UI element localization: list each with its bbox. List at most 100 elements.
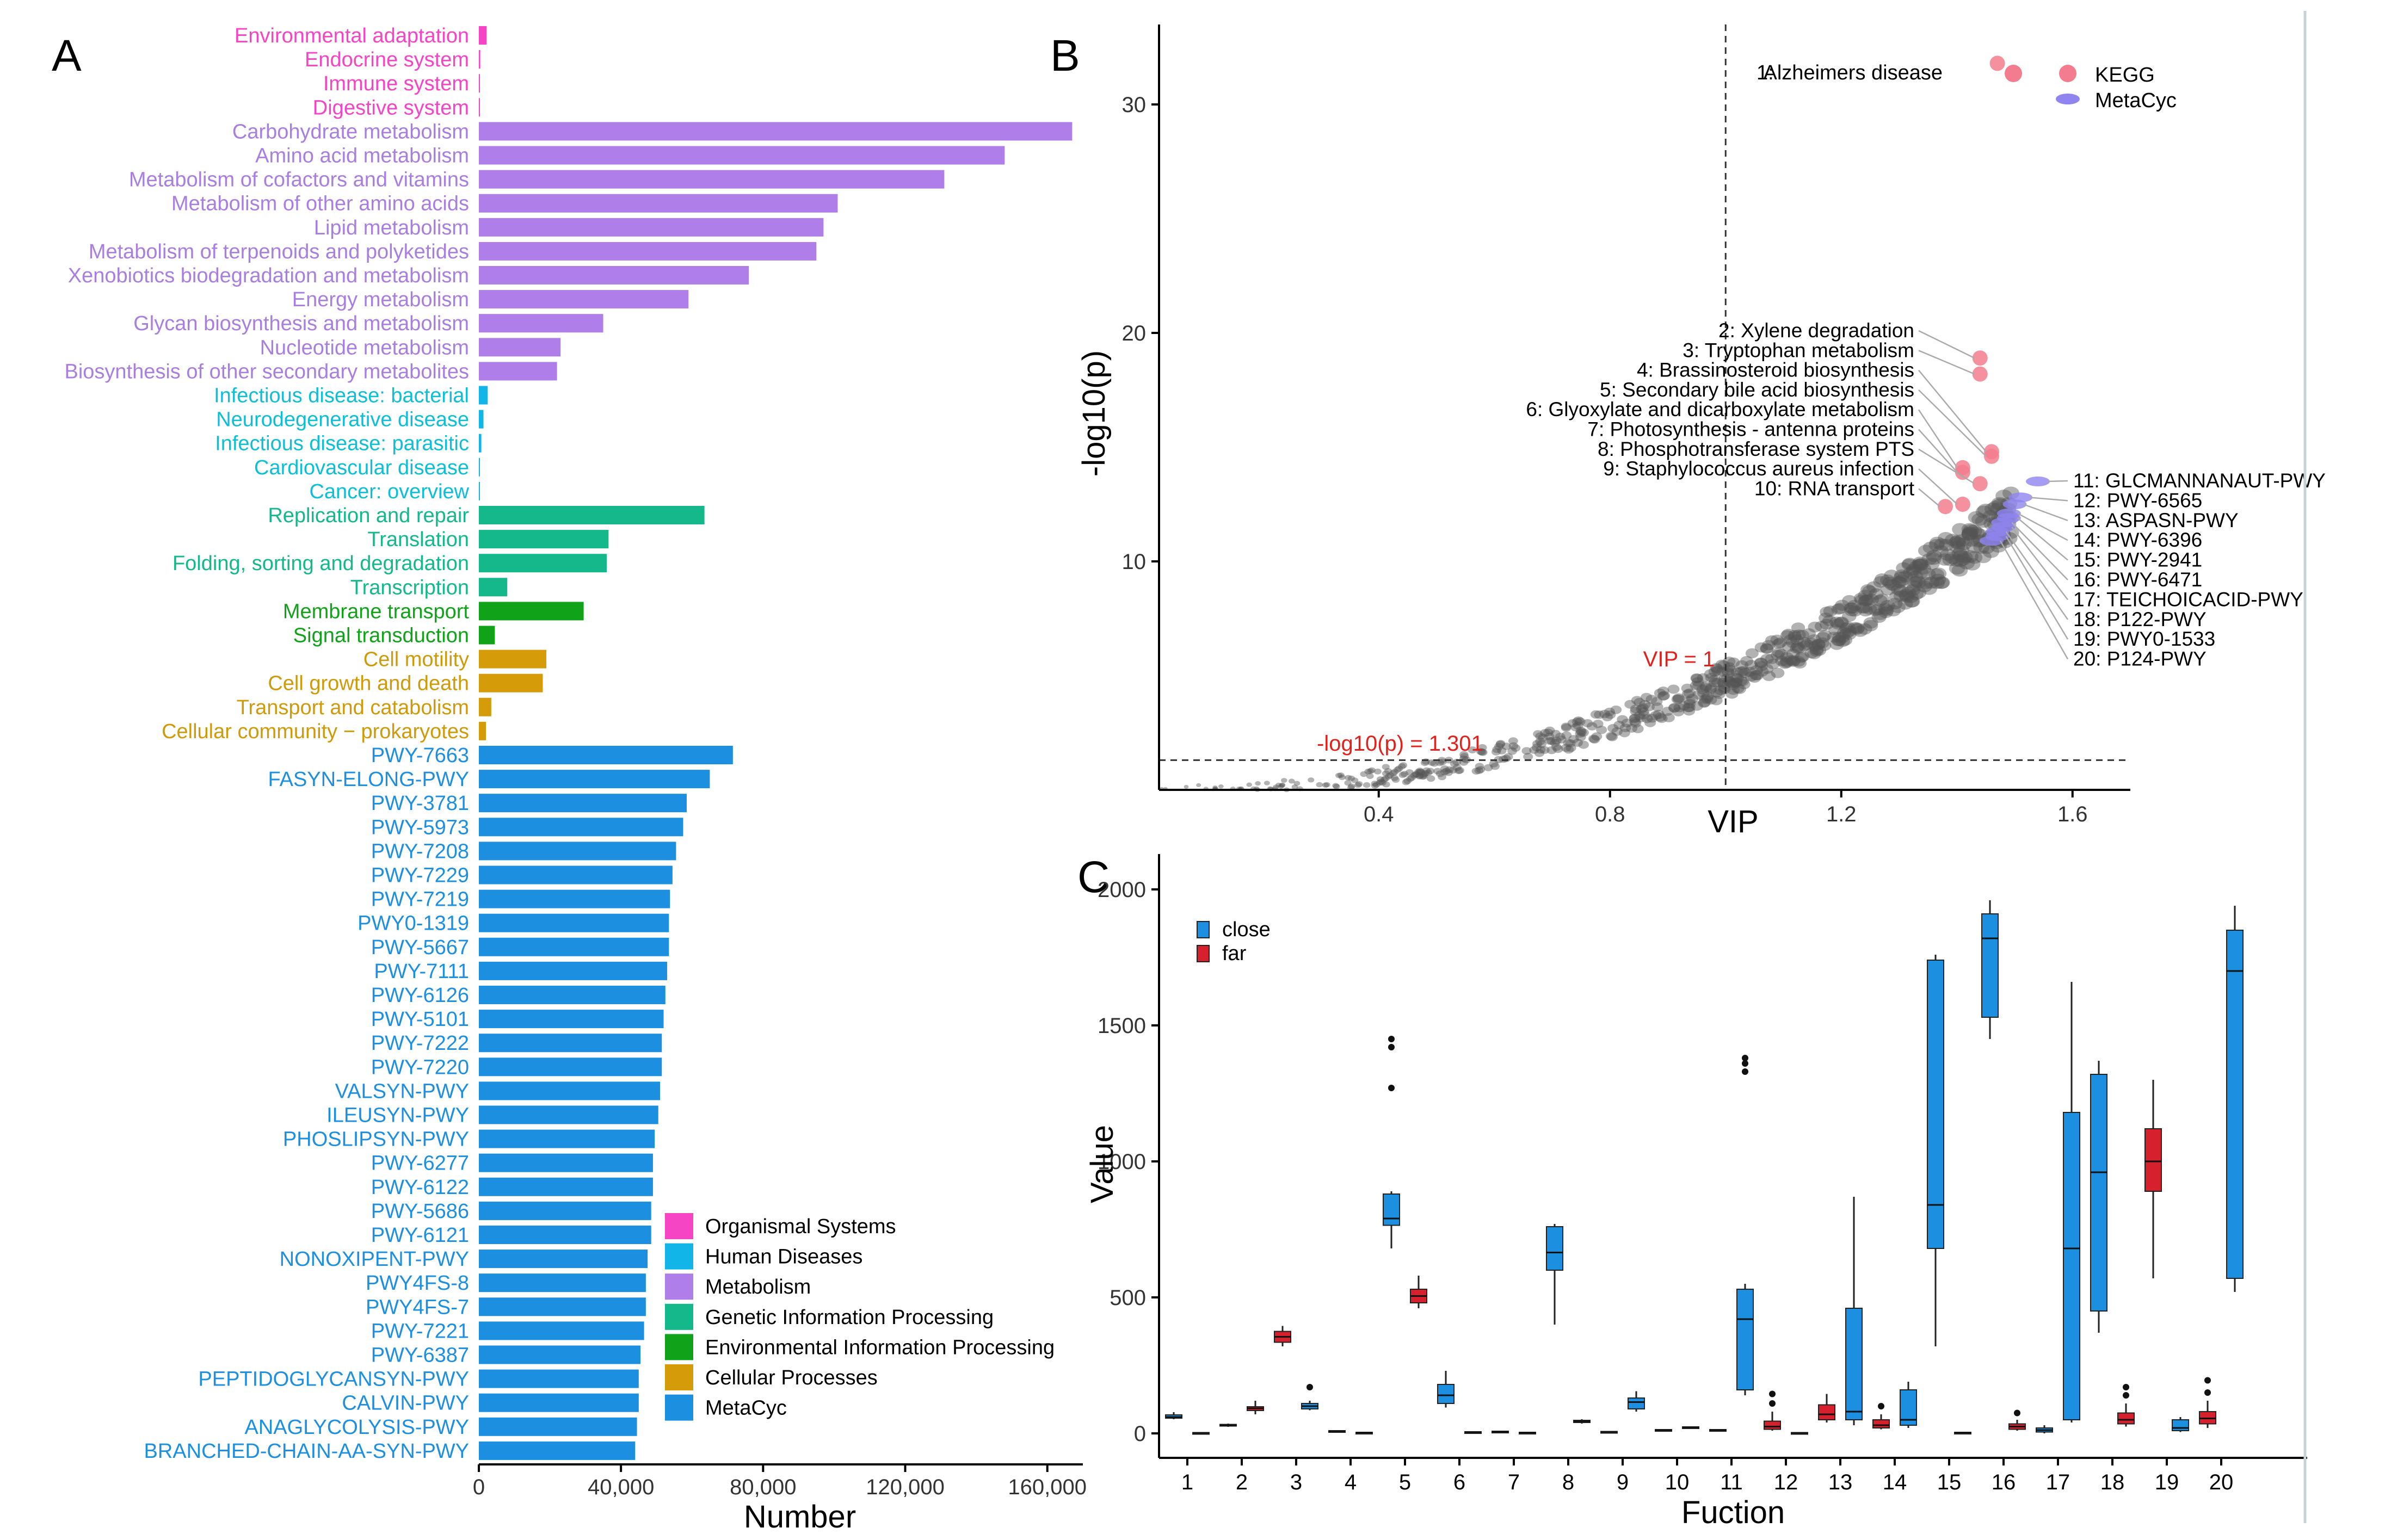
background-point bbox=[1953, 534, 1970, 547]
panel-b-axes bbox=[1158, 24, 2130, 791]
background-point bbox=[1539, 746, 1550, 754]
background-point bbox=[1897, 571, 1913, 583]
bar-label: NONOXIPENT-PWY bbox=[280, 1248, 469, 1271]
background-point bbox=[1771, 667, 1785, 678]
background-point bbox=[1641, 692, 1653, 702]
background-point bbox=[1831, 618, 1845, 630]
background-point bbox=[1364, 769, 1372, 775]
bar bbox=[479, 554, 607, 573]
background-point bbox=[1855, 602, 1870, 614]
bar-label: CALVIN-PWY bbox=[342, 1392, 469, 1415]
legend-marker-kegg bbox=[2059, 65, 2076, 82]
background-point bbox=[1377, 778, 1385, 785]
background-point bbox=[1788, 629, 1802, 641]
background-point bbox=[1596, 726, 1607, 734]
background-point bbox=[1854, 594, 1870, 606]
background-point bbox=[1912, 558, 1927, 571]
background-point bbox=[1634, 711, 1646, 720]
background-point bbox=[1952, 554, 1969, 567]
background-point bbox=[1827, 632, 1841, 643]
box bbox=[2117, 1412, 2135, 1425]
bar-label: Environmental adaptation bbox=[235, 24, 469, 47]
background-point bbox=[1708, 677, 1721, 688]
panel-b-threshold-lines: VIP = 1 -log10(p) = 1.301 bbox=[1159, 24, 2130, 790]
background-point bbox=[1681, 689, 1694, 699]
background-point bbox=[1783, 634, 1797, 645]
background-point bbox=[1833, 603, 1847, 614]
background-point bbox=[1644, 718, 1656, 727]
annotation-leader bbox=[2005, 531, 2069, 620]
background-point bbox=[1420, 772, 1428, 780]
annotation-leader bbox=[1918, 409, 1958, 468]
background-point bbox=[1630, 719, 1642, 728]
background-point bbox=[1653, 709, 1665, 719]
background-point bbox=[1681, 683, 1693, 693]
bar-label: Signal transduction bbox=[293, 624, 469, 647]
background-point bbox=[1808, 641, 1823, 652]
background-point bbox=[1566, 744, 1576, 752]
background-point bbox=[1938, 532, 1954, 545]
bar bbox=[479, 937, 669, 956]
panel-c-y-axis-label: Value bbox=[1084, 1125, 1120, 1203]
bar bbox=[479, 578, 508, 597]
background-point bbox=[1704, 695, 1717, 705]
background-point bbox=[1952, 550, 1969, 562]
background-point bbox=[1871, 603, 1886, 615]
background-point bbox=[1668, 703, 1680, 713]
bar bbox=[479, 721, 486, 740]
background-point bbox=[1721, 673, 1734, 684]
bar-label: PWY-5686 bbox=[371, 1200, 469, 1223]
background-point bbox=[1901, 586, 1916, 599]
background-point bbox=[1382, 781, 1390, 788]
background-point bbox=[1735, 666, 1748, 677]
background-point bbox=[1743, 666, 1757, 677]
background-point bbox=[1794, 652, 1808, 663]
background-point bbox=[1588, 734, 1599, 743]
background-point bbox=[1545, 737, 1555, 745]
bar bbox=[479, 1393, 639, 1412]
background-point bbox=[1823, 605, 1838, 617]
background-point bbox=[1536, 746, 1546, 754]
outlier-point bbox=[1769, 1390, 1776, 1397]
bar-label: Xenobiotics biodegradation and metabolis… bbox=[68, 264, 469, 287]
background-point bbox=[1710, 695, 1723, 706]
p-threshold-label: -log10(p) = 1.301 bbox=[1317, 732, 1483, 756]
panel-a-x-axis-label: Number bbox=[744, 1499, 856, 1535]
background-point bbox=[1323, 782, 1330, 788]
outlier-point bbox=[1742, 1055, 1748, 1061]
x-tick-label: 120,000 bbox=[866, 1475, 945, 1499]
bar-label: Energy metabolism bbox=[292, 288, 469, 311]
background-point bbox=[1591, 732, 1603, 741]
background-point bbox=[1636, 704, 1648, 714]
background-point bbox=[1933, 538, 1950, 551]
background-point bbox=[1766, 659, 1780, 669]
background-point bbox=[1734, 676, 1748, 686]
box bbox=[1383, 1193, 1400, 1226]
background-point bbox=[1454, 767, 1463, 775]
background-point bbox=[1880, 584, 1896, 596]
background-point bbox=[1832, 632, 1847, 643]
background-point bbox=[1968, 526, 1985, 540]
background-point bbox=[1551, 743, 1562, 751]
annotation-leader bbox=[1918, 369, 1987, 453]
background-point bbox=[1402, 779, 1410, 786]
background-point bbox=[1551, 737, 1562, 745]
background-point bbox=[1477, 748, 1487, 756]
background-point bbox=[1911, 576, 1927, 589]
background-point bbox=[1438, 774, 1446, 781]
x-tick-label: 19 bbox=[2155, 1470, 2179, 1494]
panel-b-y-axis-label: -log10(p) bbox=[1076, 350, 1112, 477]
background-point bbox=[1869, 588, 1884, 600]
background-point bbox=[1725, 678, 1739, 689]
outlier-point bbox=[1388, 1036, 1395, 1042]
bar-label: Infectious disease: bacterial bbox=[214, 385, 469, 407]
kegg-annotation: 2: Xylene degradation bbox=[1718, 319, 1914, 342]
background-point bbox=[1503, 753, 1513, 760]
background-point bbox=[1788, 631, 1802, 642]
background-point bbox=[1699, 682, 1712, 691]
annotation-leader bbox=[2011, 527, 2068, 601]
background-point bbox=[1890, 583, 1906, 596]
background-point bbox=[1939, 548, 1956, 561]
background-point bbox=[1578, 740, 1589, 749]
